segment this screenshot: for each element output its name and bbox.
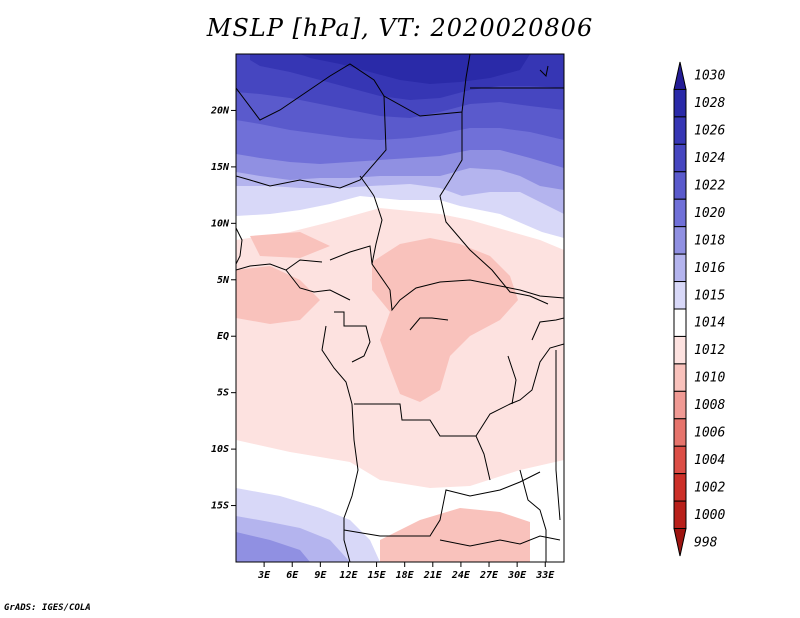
lon-tick-label: 6E	[286, 570, 299, 581]
colorbar-label: 1000	[694, 508, 725, 523]
lon-tick-label: 15E	[368, 570, 387, 581]
colorbar-label: 1022	[694, 179, 725, 194]
colorbar-label: 1014	[694, 316, 725, 331]
lon-tick-label: 24E	[451, 570, 471, 581]
field-band-1010	[250, 232, 330, 258]
colorbar-swatch	[673, 143, 687, 173]
lat-tick-label: 20N	[210, 105, 230, 116]
colorbar: 1030 1028 1026 1024 1022 1020 1018 1016 1015 1014…	[673, 61, 725, 557]
colorbar-label: 998	[694, 535, 718, 550]
colorbar-label: 1015	[694, 288, 725, 303]
lon-tick-label: 30E	[507, 570, 527, 581]
lon-tick-label: 12E	[339, 570, 358, 581]
colorbar-swatch	[673, 473, 687, 502]
lon-tick-label: 3E	[257, 570, 271, 581]
lon-tick-label: 9E	[314, 570, 327, 581]
colorbar-swatch	[673, 281, 687, 310]
field-band-1028	[300, 54, 530, 84]
lat-tick-label: 10N	[211, 218, 230, 229]
colorbar-label: 1002	[694, 480, 725, 495]
colorbar-swatch	[673, 500, 687, 530]
map-frame	[235, 53, 565, 563]
colorbar-label: 1012	[694, 343, 725, 358]
map-title: MSLP [hPa], VT: 2020020806	[206, 14, 594, 42]
longitude-axis: 3E 6E 9E 12E 15E 18E 21E 24E 27E 30E 33E	[257, 562, 555, 581]
colorbar-swatch	[673, 88, 687, 118]
field-band-1010	[380, 508, 530, 562]
lat-tick-label: 5N	[217, 275, 230, 286]
colorbar-swatch	[673, 390, 687, 420]
colorbar-label: 1006	[694, 426, 725, 441]
lat-tick-label: EQ	[217, 331, 229, 342]
lon-tick-label: 27E	[479, 570, 499, 581]
lat-tick-label: 5S	[217, 388, 229, 399]
colorbar-label: 1016	[694, 261, 725, 276]
grads-credit: GrADS: IGES/COLA	[4, 603, 91, 613]
lat-tick-label: 15S	[211, 501, 229, 512]
colorbar-label: 1020	[694, 206, 725, 221]
colorbar-swatch	[673, 363, 687, 392]
colorbar-swatch	[673, 335, 687, 365]
field-band-1018	[236, 532, 310, 562]
colorbar-swatch	[673, 308, 687, 337]
field-band-1010	[236, 266, 320, 324]
colorbar-swatch	[673, 253, 687, 283]
colorbar-label: 1028	[694, 96, 725, 111]
colorbar-label: 1030	[694, 69, 725, 84]
colorbar-swatch	[673, 226, 687, 255]
colorbar-swatch	[673, 418, 687, 447]
lat-tick-label: 15N	[211, 162, 230, 173]
colorbar-label: 1024	[694, 151, 725, 166]
colorbar-label: 1018	[694, 233, 725, 248]
lon-tick-label: 33E	[535, 570, 555, 581]
lon-tick-label: 21E	[423, 570, 443, 581]
latitude-axis: 20N 15N 10N 5N EQ 5S 10S 15S	[210, 105, 236, 512]
colorbar-label: 1008	[694, 398, 725, 413]
colorbar-label: 1004	[694, 453, 725, 468]
colorbar-label: 1010	[694, 371, 725, 386]
lat-tick-label: 10S	[211, 444, 229, 455]
colorbar-swatch	[673, 116, 687, 145]
colorbar-swatch	[673, 528, 687, 557]
country-borders	[236, 54, 564, 562]
colorbar-swatch	[673, 61, 687, 90]
pressure-field	[236, 54, 564, 562]
colorbar-swatch	[673, 198, 687, 228]
colorbar-swatch	[673, 445, 687, 475]
colorbar-label: 1026	[694, 124, 725, 139]
colorbar-swatch	[673, 171, 687, 200]
lon-tick-label: 18E	[396, 570, 415, 581]
